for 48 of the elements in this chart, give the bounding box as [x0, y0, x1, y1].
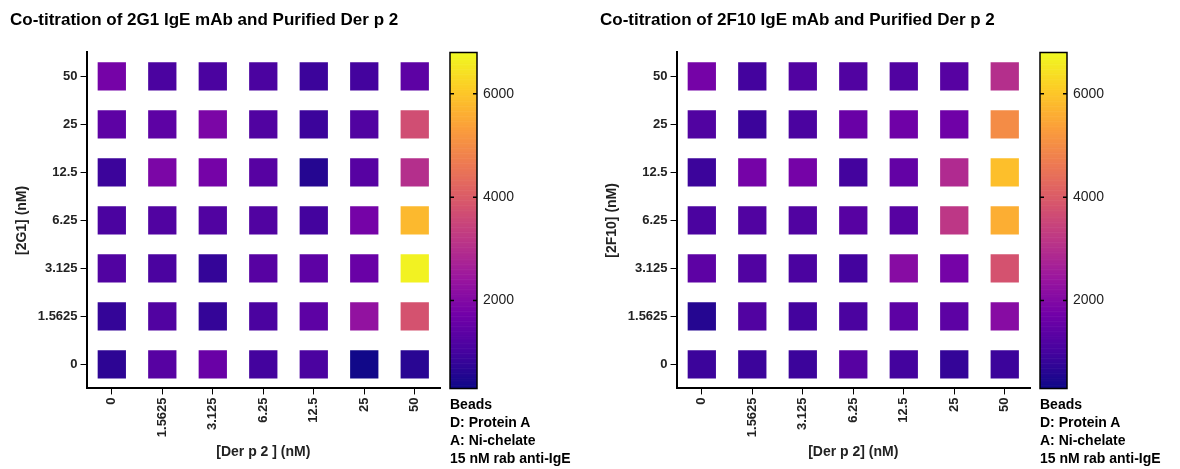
color-bar-label: 6000 [483, 84, 515, 101]
text: D: Protein A [450, 414, 531, 431]
y-tick-label: 1.5625 [37, 308, 78, 324]
y-axis-title: [2F10] (nM) [603, 183, 620, 258]
y-tick-label: 3.125 [635, 260, 668, 275]
y-tick-label: 50 [653, 67, 668, 83]
x-tick-label: 50 [996, 397, 1012, 412]
x-tick-label: 0 [103, 397, 119, 405]
chart-title: Co-titration of 2G1 IgE mAb and Purified Der p 2 [10, 9, 399, 29]
x-tick-label: 3.125 [794, 397, 810, 430]
text: A: Ni-chelate [450, 432, 536, 449]
y-tick-label: 6.25 [642, 212, 668, 227]
text: Beads [450, 396, 493, 413]
y-tick-label: 6.25 [52, 212, 78, 227]
text: Beads [1040, 396, 1083, 413]
x-axis-title: [Der p 2] (nM) [808, 443, 899, 460]
x-tick-label: 50 [406, 397, 422, 412]
y-tick-label: 12.5 [642, 163, 668, 179]
color-bar-label: 4000 [1073, 188, 1105, 205]
x-tick-label: 3.125 [204, 397, 220, 430]
y-axis-title: [2G1] (nM) [13, 185, 30, 256]
text: D: Protein A [1040, 414, 1121, 431]
x-tick-label: 6.25 [254, 397, 270, 423]
x-tick-label: 1.5625 [153, 397, 169, 438]
y-tick-label: 1.5625 [627, 308, 668, 324]
x-tick-label: 25 [945, 397, 961, 412]
x-tick-label: 12.5 [305, 397, 321, 423]
x-tick-label: 1.5625 [743, 397, 759, 438]
color-bar-label: 4000 [483, 188, 515, 205]
x-axis-title: [Der p 2 ] (nM) [216, 443, 311, 460]
x-tick-label: 0 [693, 397, 709, 405]
chart-title: Co-titration of 2F10 IgE mAb and Purified Der p 2 [600, 9, 995, 29]
x-tick-label: 6.25 [844, 397, 860, 423]
x-tick-label: 12.5 [895, 397, 911, 423]
y-tick-label: 50 [63, 67, 78, 83]
color-bar-label: 2000 [1073, 291, 1105, 308]
y-tick-label: 25 [63, 115, 78, 131]
text: 15 nM rab anti-IgE [450, 450, 571, 467]
y-tick-label: 3.125 [45, 260, 78, 275]
y-tick-label: 0 [70, 356, 78, 372]
text: 15 nM rab anti-IgE [1040, 450, 1161, 467]
y-tick-label: 25 [653, 115, 668, 131]
color-bar-label: 6000 [1073, 84, 1105, 101]
y-tick-label: 12.5 [52, 163, 78, 179]
text: A: Ni-chelate [1040, 432, 1126, 449]
x-tick-label: 25 [355, 397, 371, 412]
color-bar-label: 2000 [483, 291, 515, 308]
y-tick-label: 0 [660, 356, 668, 372]
